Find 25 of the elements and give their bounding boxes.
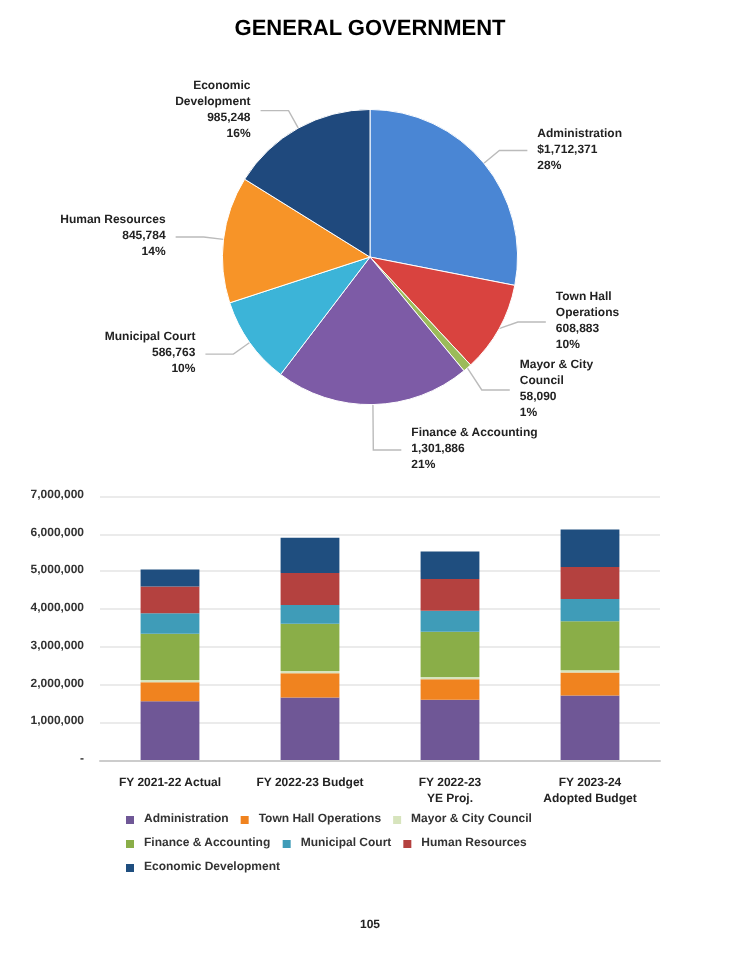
bar bbox=[140, 613, 200, 634]
bar bbox=[420, 679, 480, 700]
bar bbox=[560, 621, 620, 671]
bar bbox=[560, 695, 620, 760]
bar bbox=[560, 672, 620, 696]
bar bbox=[140, 633, 200, 681]
chart-title: GENERAL GOVERNMENT bbox=[234, 17, 507, 41]
bar bbox=[420, 610, 480, 632]
bar bbox=[280, 673, 340, 698]
bar bbox=[280, 604, 340, 624]
bar bbox=[420, 578, 480, 611]
bar bbox=[140, 586, 200, 614]
bar bbox=[560, 598, 620, 622]
bar bbox=[420, 631, 480, 678]
bar bbox=[560, 529, 620, 567]
bar bbox=[280, 623, 340, 671]
bar bbox=[140, 682, 200, 702]
bar bbox=[560, 566, 620, 599]
bar bbox=[140, 569, 200, 587]
bar bbox=[280, 537, 340, 573]
bar bbox=[420, 699, 480, 760]
bar bbox=[280, 697, 340, 760]
bar bbox=[420, 551, 480, 579]
bar bbox=[280, 572, 340, 605]
bar bbox=[140, 701, 200, 760]
